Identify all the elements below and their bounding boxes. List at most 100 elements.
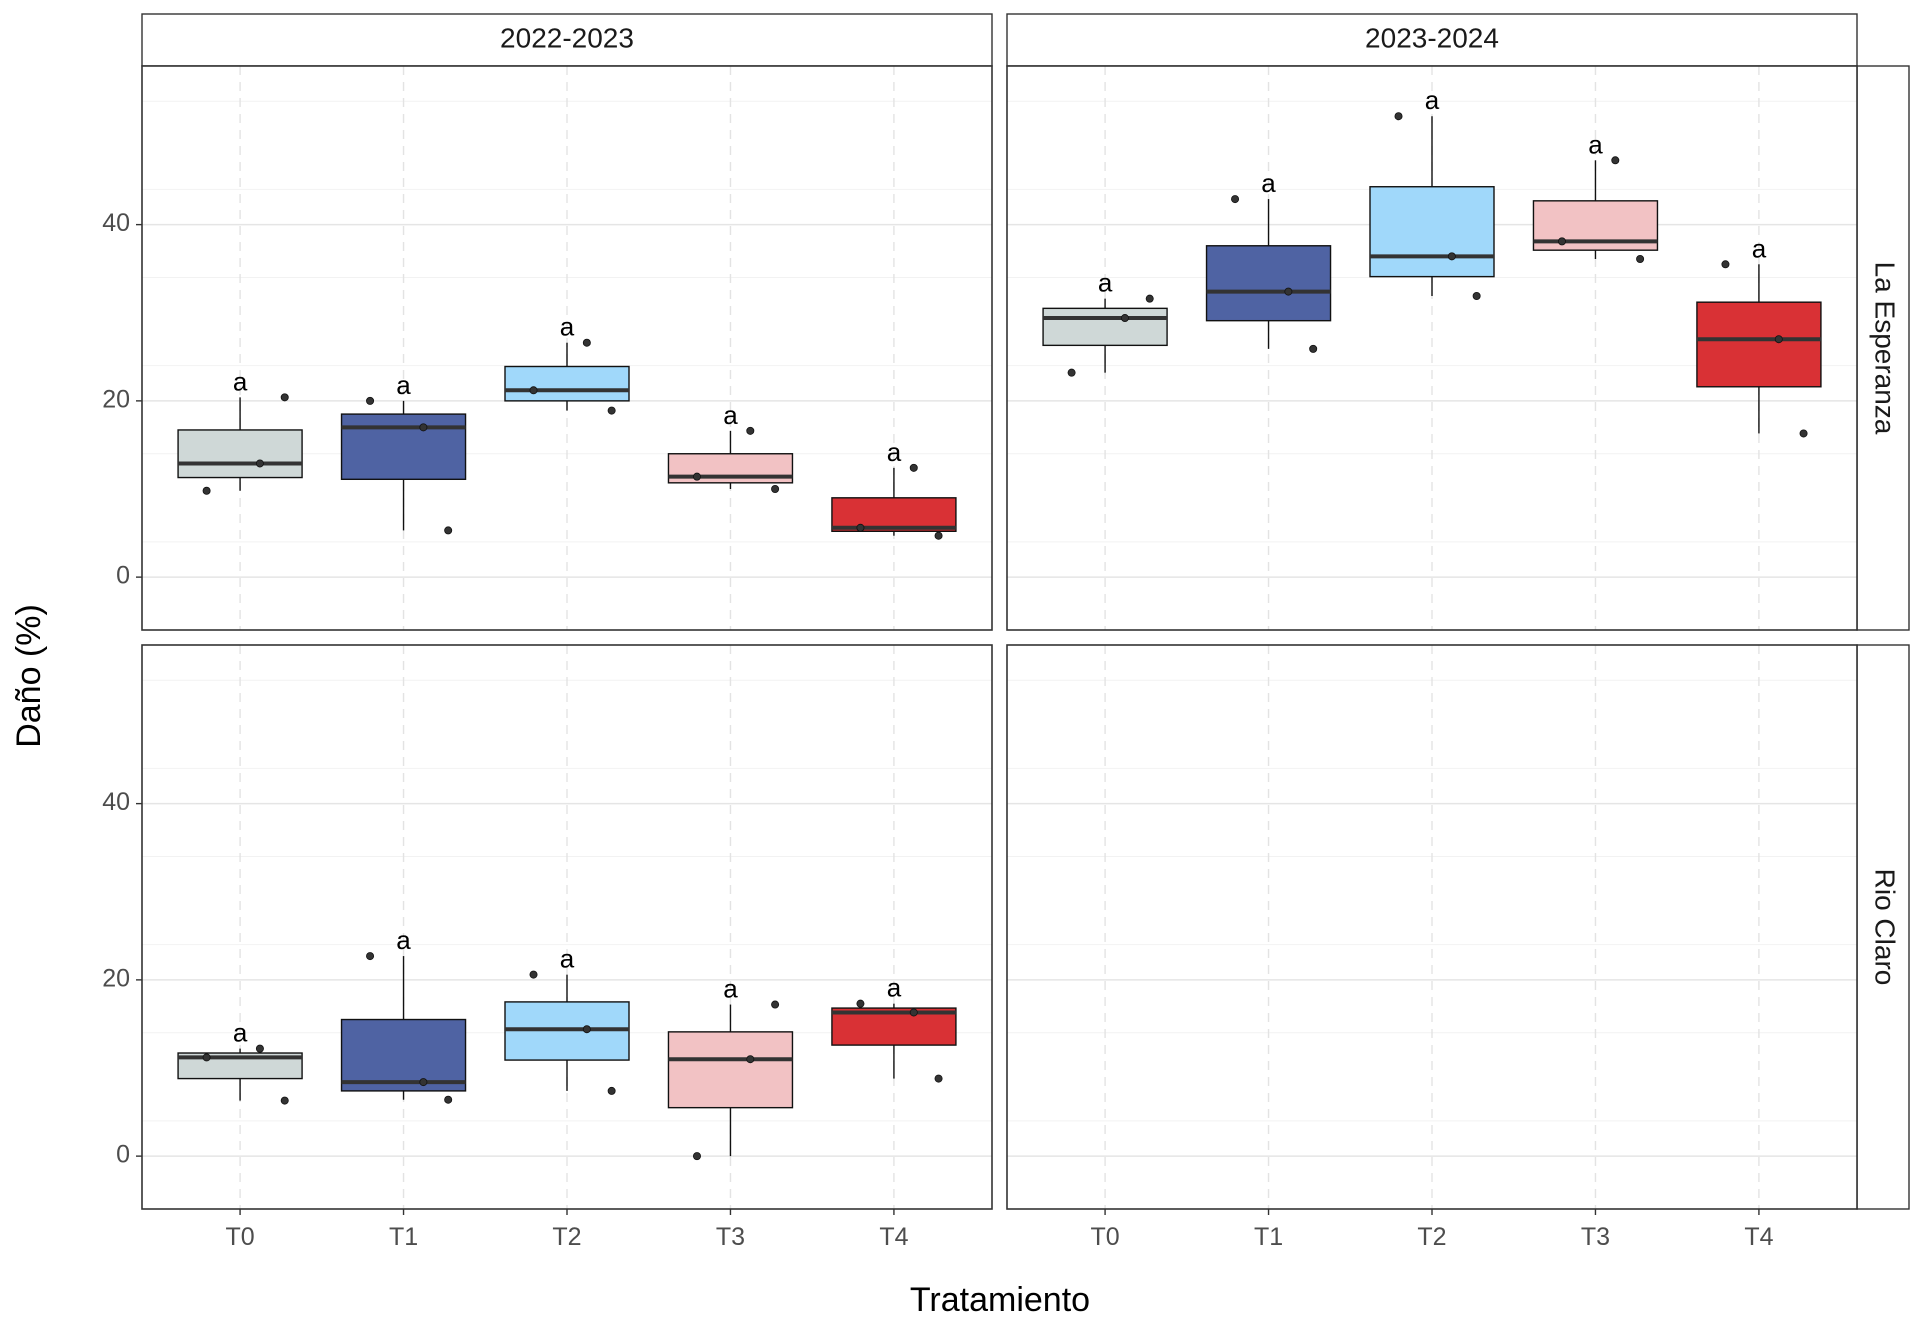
- facet-panel: a a a a a: [1006, 65, 1858, 631]
- data-point: [771, 1000, 780, 1009]
- data-point: [607, 1086, 616, 1095]
- x-tick-label: T0: [225, 1223, 254, 1251]
- data-point: [582, 1025, 591, 1034]
- data-point: [529, 970, 538, 979]
- iqr-box: [1205, 245, 1332, 322]
- data-point: [1394, 112, 1403, 121]
- data-point: [934, 1074, 943, 1083]
- x-tick-label: T1: [389, 1223, 418, 1251]
- iqr-box: [504, 365, 630, 402]
- data-point: [856, 999, 865, 1008]
- column-strip-label: 2022-2023: [500, 22, 634, 53]
- y-tick-label: 40: [102, 788, 130, 816]
- box-t3: a: [667, 974, 794, 1161]
- data-point: [1145, 294, 1154, 303]
- data-point: [1309, 344, 1318, 353]
- data-point: [582, 338, 591, 347]
- data-point: [419, 1078, 428, 1087]
- box-t4: a: [831, 973, 957, 1083]
- significance-label: a: [1261, 168, 1276, 198]
- iqr-box: [177, 429, 303, 479]
- box-t0: a: [1042, 268, 1168, 377]
- row-strip-label: La Esperanza: [1870, 262, 1901, 435]
- box-t3: a: [667, 400, 794, 493]
- significance-label: a: [723, 974, 738, 1004]
- data-point: [1557, 237, 1566, 246]
- data-point: [909, 463, 918, 472]
- data-point: [746, 426, 755, 435]
- data-point: [607, 406, 616, 415]
- data-point: [856, 523, 865, 532]
- data-point: [529, 386, 538, 395]
- data-point: [255, 1044, 264, 1053]
- box-t2: a: [1369, 85, 1495, 301]
- facet-panel: a a a a a: [141, 65, 993, 631]
- significance-label: a: [560, 944, 575, 974]
- significance-label: a: [1425, 85, 1440, 115]
- panel-border: [141, 65, 993, 631]
- iqr-box: [1369, 186, 1495, 278]
- significance-label: a: [233, 366, 248, 396]
- significance-label: a: [1588, 129, 1603, 159]
- data-point: [366, 396, 375, 405]
- data-point: [934, 531, 943, 540]
- panel-border: [1006, 65, 1858, 631]
- data-point: [280, 393, 289, 402]
- data-point: [909, 1008, 918, 1017]
- significance-label: a: [396, 370, 411, 400]
- data-point: [1774, 335, 1783, 344]
- data-point: [255, 459, 264, 468]
- data-point: [1284, 287, 1293, 296]
- data-point: [771, 484, 780, 493]
- data-point: [692, 1152, 701, 1161]
- significance-label: a: [723, 400, 738, 430]
- column-strip: [141, 13, 993, 67]
- y-tick-label: 0: [116, 562, 130, 590]
- row-strip: [1856, 644, 1910, 1210]
- facet-panel: a a a a a: [141, 644, 993, 1210]
- data-point: [444, 1095, 453, 1104]
- data-point: [1231, 195, 1240, 204]
- x-tick-label: T1: [1254, 1223, 1283, 1251]
- significance-label: a: [1752, 233, 1767, 263]
- row-strip-label: Rio Claro: [1870, 869, 1901, 986]
- data-point: [366, 952, 375, 961]
- y-tick-label: 20: [102, 964, 130, 992]
- box-t4: a: [831, 437, 957, 540]
- column-strip-label: 2023-2024: [1365, 22, 1499, 53]
- data-point: [1067, 368, 1076, 377]
- x-tick-label: T2: [1417, 1223, 1446, 1251]
- data-point: [692, 472, 701, 481]
- row-strip: [1856, 65, 1910, 631]
- data-point: [419, 423, 428, 432]
- significance-label: a: [1098, 268, 1113, 298]
- iqr-box: [667, 1031, 794, 1109]
- data-point: [1472, 292, 1481, 301]
- column-strip: [1006, 13, 1858, 67]
- iqr-box: [340, 1018, 467, 1092]
- data-point: [1120, 314, 1129, 323]
- box-t0: a: [177, 366, 303, 495]
- box-t2: a: [504, 944, 630, 1095]
- box-t1: a: [340, 925, 467, 1104]
- x-tick-label: T2: [552, 1223, 581, 1251]
- data-point: [202, 1053, 211, 1062]
- box-t4: a: [1696, 233, 1822, 438]
- x-axis-title: Tratamiento: [910, 1281, 1090, 1319]
- y-axis-title: Daño (%): [10, 604, 48, 748]
- data-point: [1721, 260, 1730, 269]
- box-t3: a: [1532, 129, 1659, 263]
- significance-label: a: [233, 1018, 248, 1048]
- data-point: [1611, 156, 1620, 165]
- y-tick-label: 20: [102, 385, 130, 413]
- significance-label: a: [887, 437, 902, 467]
- x-tick-label: T4: [879, 1223, 908, 1251]
- y-tick-label: 40: [102, 209, 130, 237]
- data-point: [280, 1096, 289, 1105]
- data-point: [444, 526, 453, 535]
- box-t1: a: [340, 370, 467, 535]
- data-point: [1636, 254, 1645, 263]
- data-point: [1799, 429, 1808, 438]
- iqr-box: [340, 413, 467, 481]
